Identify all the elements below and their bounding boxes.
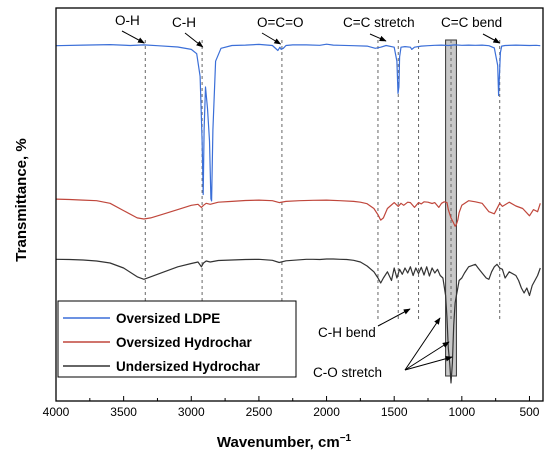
x-tick-label: 2500	[246, 405, 273, 419]
reference-lines	[144, 40, 501, 320]
annotation-label: C-O stretch	[313, 365, 382, 380]
annotation-arrow	[261, 32, 282, 45]
annotation-arrow	[482, 33, 501, 44]
y-axis-title: Transmittance, %	[13, 138, 30, 261]
annotations: O-H C-H O=C=O C=C stretch C=C bend C-H bend C-…	[115, 13, 502, 380]
x-tick-label: 4000	[43, 405, 70, 419]
x-tick-label: 3500	[110, 405, 137, 419]
x-tick-label: 1000	[448, 405, 475, 419]
x-axis-ticks: 4000 3500 3000 2500 2000 1500 1000 500	[43, 396, 540, 419]
annotation-label: C=C stretch	[343, 15, 415, 30]
annotation-arrow	[404, 317, 441, 371]
x-tick-label: 2000	[313, 405, 340, 419]
annotation-arrow	[121, 30, 145, 44]
series-line-2	[55, 198, 541, 227]
x-tick-label: 3000	[178, 405, 205, 419]
plot-frame	[55, 7, 544, 402]
legend-label: Oversized LDPE	[116, 311, 220, 326]
legend-label: Undersized Hydrochar	[116, 359, 261, 374]
series-line-3	[55, 258, 541, 384]
annotation-arrow	[184, 32, 204, 48]
annotation-arrow	[369, 33, 387, 42]
series-group	[55, 43, 541, 384]
annotation-arrow	[404, 355, 453, 371]
x-axis-title: Wavenumber, cm−1	[217, 433, 352, 451]
legend-box	[57, 300, 297, 378]
annotation-arrow	[404, 341, 450, 371]
legend-label: Oversized Hydrochar	[116, 335, 253, 350]
annotation-label: C-H bend	[318, 325, 376, 340]
legend: Oversized LDPE Oversized Hydrochar Undersi…	[57, 300, 297, 378]
annotation-label: C=C bend	[441, 15, 502, 30]
annotation-arrow	[377, 308, 411, 327]
x-tick-label: 1500	[381, 405, 408, 419]
x-tick-label: 500	[519, 405, 539, 419]
series-line-1	[55, 43, 541, 202]
annotation-label: C-H	[172, 15, 196, 30]
annotation-label: O-H	[115, 13, 140, 28]
annotation-label: O=C=O	[257, 15, 304, 30]
